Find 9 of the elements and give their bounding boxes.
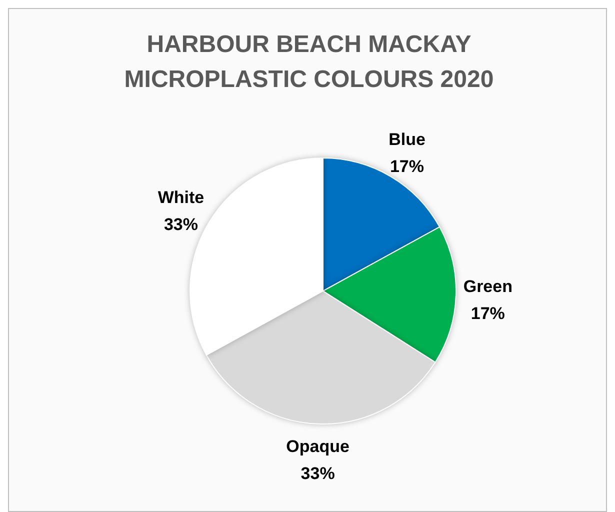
data-label: 17% xyxy=(470,304,505,324)
data-label: 17% xyxy=(390,156,424,176)
slice-label: Blue xyxy=(388,130,426,149)
data-label: 33% xyxy=(164,215,198,234)
slice-label: White xyxy=(158,188,204,208)
chart-title: HARBOUR BEACH MACKAY MICROPLASTIC COLOURS 2020 xyxy=(123,30,495,95)
slice-label: Green xyxy=(463,277,512,296)
slice-label: Opaque xyxy=(286,436,350,456)
data-label: 33% xyxy=(300,464,335,483)
